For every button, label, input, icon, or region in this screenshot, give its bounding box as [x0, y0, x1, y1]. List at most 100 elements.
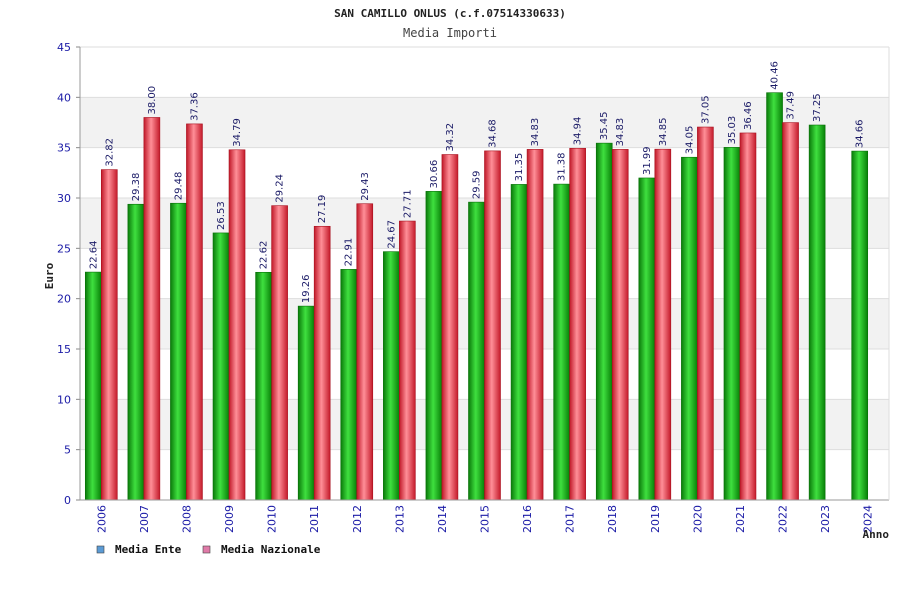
bar-media-nazionale-2017	[569, 147, 586, 501]
bar-media-nazionale-2016	[526, 149, 544, 501]
x-tick-label: 2019	[649, 505, 662, 533]
value-label-media-nazionale-2020: 37.05	[700, 95, 711, 124]
bar-media-ente-2023	[808, 124, 826, 501]
value-label-media-nazionale-2006: 32.82	[104, 138, 115, 167]
x-tick-label: 2006	[95, 505, 108, 533]
value-label-media-nazionale-2017: 34.94	[573, 117, 584, 146]
bar-media-nazionale-2008	[186, 123, 203, 501]
bar-media-ente-2006	[84, 271, 102, 501]
value-label-media-ente-2017: 31.38	[557, 152, 568, 181]
value-label-media-ente-2009: 26.53	[216, 201, 227, 230]
x-tick-label: 2022	[777, 505, 790, 533]
bar-media-nazionale-2006	[100, 169, 118, 501]
value-label-media-nazionale-2010: 29.24	[275, 174, 286, 203]
bar-media-ente-2009	[212, 232, 230, 501]
chart-title: SAN CAMILLO ONLUS (c.f.07514330633)	[334, 7, 566, 20]
bar-media-ente-2016	[510, 184, 528, 501]
bar-media-ente-2017	[553, 183, 570, 501]
value-label-media-nazionale-2021: 36.46	[743, 101, 754, 130]
value-label-media-nazionale-2007: 38.00	[147, 86, 158, 115]
x-tick-label: 2021	[734, 505, 747, 533]
x-tick-label: 2013	[393, 505, 406, 533]
value-labels: 22.64 32.82 29.38 38.00 29.48 37.36 26.53 34.79…	[88, 61, 865, 303]
legend-swatch-media-ente	[96, 545, 105, 554]
y-tick-label: 10	[57, 393, 71, 406]
x-tick-label: 2024	[862, 505, 875, 533]
value-label-media-nazionale-2011: 27.19	[317, 195, 328, 224]
value-label-media-nazionale-2014: 34.32	[445, 123, 456, 152]
x-axis-ticks: 2006 2007 2008 2009 2010 2011 2012 2013 2014 2015…	[95, 505, 874, 533]
value-label-media-nazionale-2012: 29.43	[360, 172, 371, 201]
bar-media-nazionale-2018	[611, 149, 629, 501]
bar-media-nazionale-2021	[739, 132, 757, 501]
x-tick-label: 2018	[606, 505, 619, 533]
y-tick-label: 30	[57, 192, 71, 205]
value-label-media-ente-2024: 34.66	[855, 119, 866, 148]
bar-media-ente-2021	[723, 147, 741, 501]
bar-media-ente-2014	[425, 191, 443, 501]
x-tick-label: 2011	[308, 505, 321, 533]
y-tick-label: 0	[64, 494, 71, 507]
x-tick-label: 2012	[351, 505, 364, 533]
bar-media-ente-2022	[766, 92, 783, 501]
x-tick-label: 2020	[691, 505, 704, 533]
y-tick-label: 15	[57, 343, 71, 356]
value-label-media-ente-2012: 22.91	[344, 238, 355, 267]
bar-media-ente-2013	[383, 251, 400, 501]
bar-media-ente-2008	[170, 202, 187, 501]
value-label-media-ente-2022: 40.46	[770, 61, 781, 90]
bar-media-nazionale-2007	[143, 117, 161, 501]
bar-media-nazionale-2011	[313, 225, 331, 501]
bar-media-nazionale-2019	[654, 148, 672, 501]
x-tick-label: 2016	[521, 505, 534, 533]
x-axis-label: Anno	[863, 528, 890, 541]
x-tick-label: 2014	[436, 505, 449, 533]
value-label-media-nazionale-2008: 37.36	[189, 92, 200, 121]
value-label-media-nazionale-2009: 34.79	[232, 118, 243, 147]
value-label-media-ente-2006: 22.64	[88, 240, 99, 269]
x-tick-label: 2023	[819, 505, 832, 533]
value-label-media-ente-2013: 24.67	[386, 220, 397, 249]
value-label-media-nazionale-2015: 34.68	[488, 119, 499, 148]
bar-media-ente-2010	[255, 271, 272, 501]
y-axis-ticks: 0 5 10 15 20 25 30 35 40 45	[57, 41, 80, 507]
value-label-media-ente-2019: 31.99	[642, 146, 653, 175]
bars	[84, 92, 869, 501]
bar-media-nazionale-2012	[356, 203, 374, 501]
value-label-media-ente-2023: 37.25	[812, 93, 823, 122]
value-label-media-nazionale-2013: 27.71	[402, 189, 413, 218]
bar-media-ente-2019	[638, 177, 656, 501]
y-tick-label: 5	[64, 444, 71, 457]
value-label-media-ente-2014: 30.66	[429, 160, 440, 189]
bar-media-ente-2020	[681, 156, 698, 501]
legend-label-media-nazionale: Media Nazionale	[221, 543, 321, 556]
bar-media-nazionale-2013	[399, 220, 416, 501]
x-tick-label: 2008	[180, 505, 193, 533]
x-tick-label: 2010	[266, 505, 279, 533]
chart-subtitle: Media Importi	[403, 26, 497, 40]
value-label-media-ente-2008: 29.48	[173, 172, 184, 201]
value-label-media-nazionale-2016: 34.83	[530, 118, 541, 147]
axes	[79, 47, 890, 501]
legend-swatch-media-nazionale	[202, 545, 211, 554]
y-tick-label: 20	[57, 293, 71, 306]
bar-media-nazionale-2022	[782, 122, 799, 501]
x-tick-label: 2017	[564, 505, 577, 533]
legend: Media Ente Media Nazionale	[96, 543, 321, 556]
x-tick-label: 2007	[138, 505, 151, 533]
value-label-media-ente-2021: 35.03	[727, 116, 738, 145]
bar-media-ente-2024	[851, 150, 869, 501]
bar-media-ente-2012	[340, 269, 358, 501]
bar-media-ente-2018	[595, 142, 613, 501]
y-tick-label: 45	[57, 41, 71, 54]
value-label-media-ente-2010: 22.62	[259, 241, 270, 270]
x-tick-label: 2009	[223, 505, 236, 533]
value-label-media-ente-2011: 19.26	[301, 274, 312, 303]
value-label-media-ente-2007: 29.38	[131, 173, 142, 202]
bar-media-ente-2011	[297, 305, 315, 501]
value-label-media-ente-2015: 29.59	[472, 170, 483, 199]
bar-media-nazionale-2015	[484, 150, 501, 501]
bar-media-nazionale-2009	[228, 149, 246, 501]
y-axis-label: Euro	[43, 262, 56, 289]
